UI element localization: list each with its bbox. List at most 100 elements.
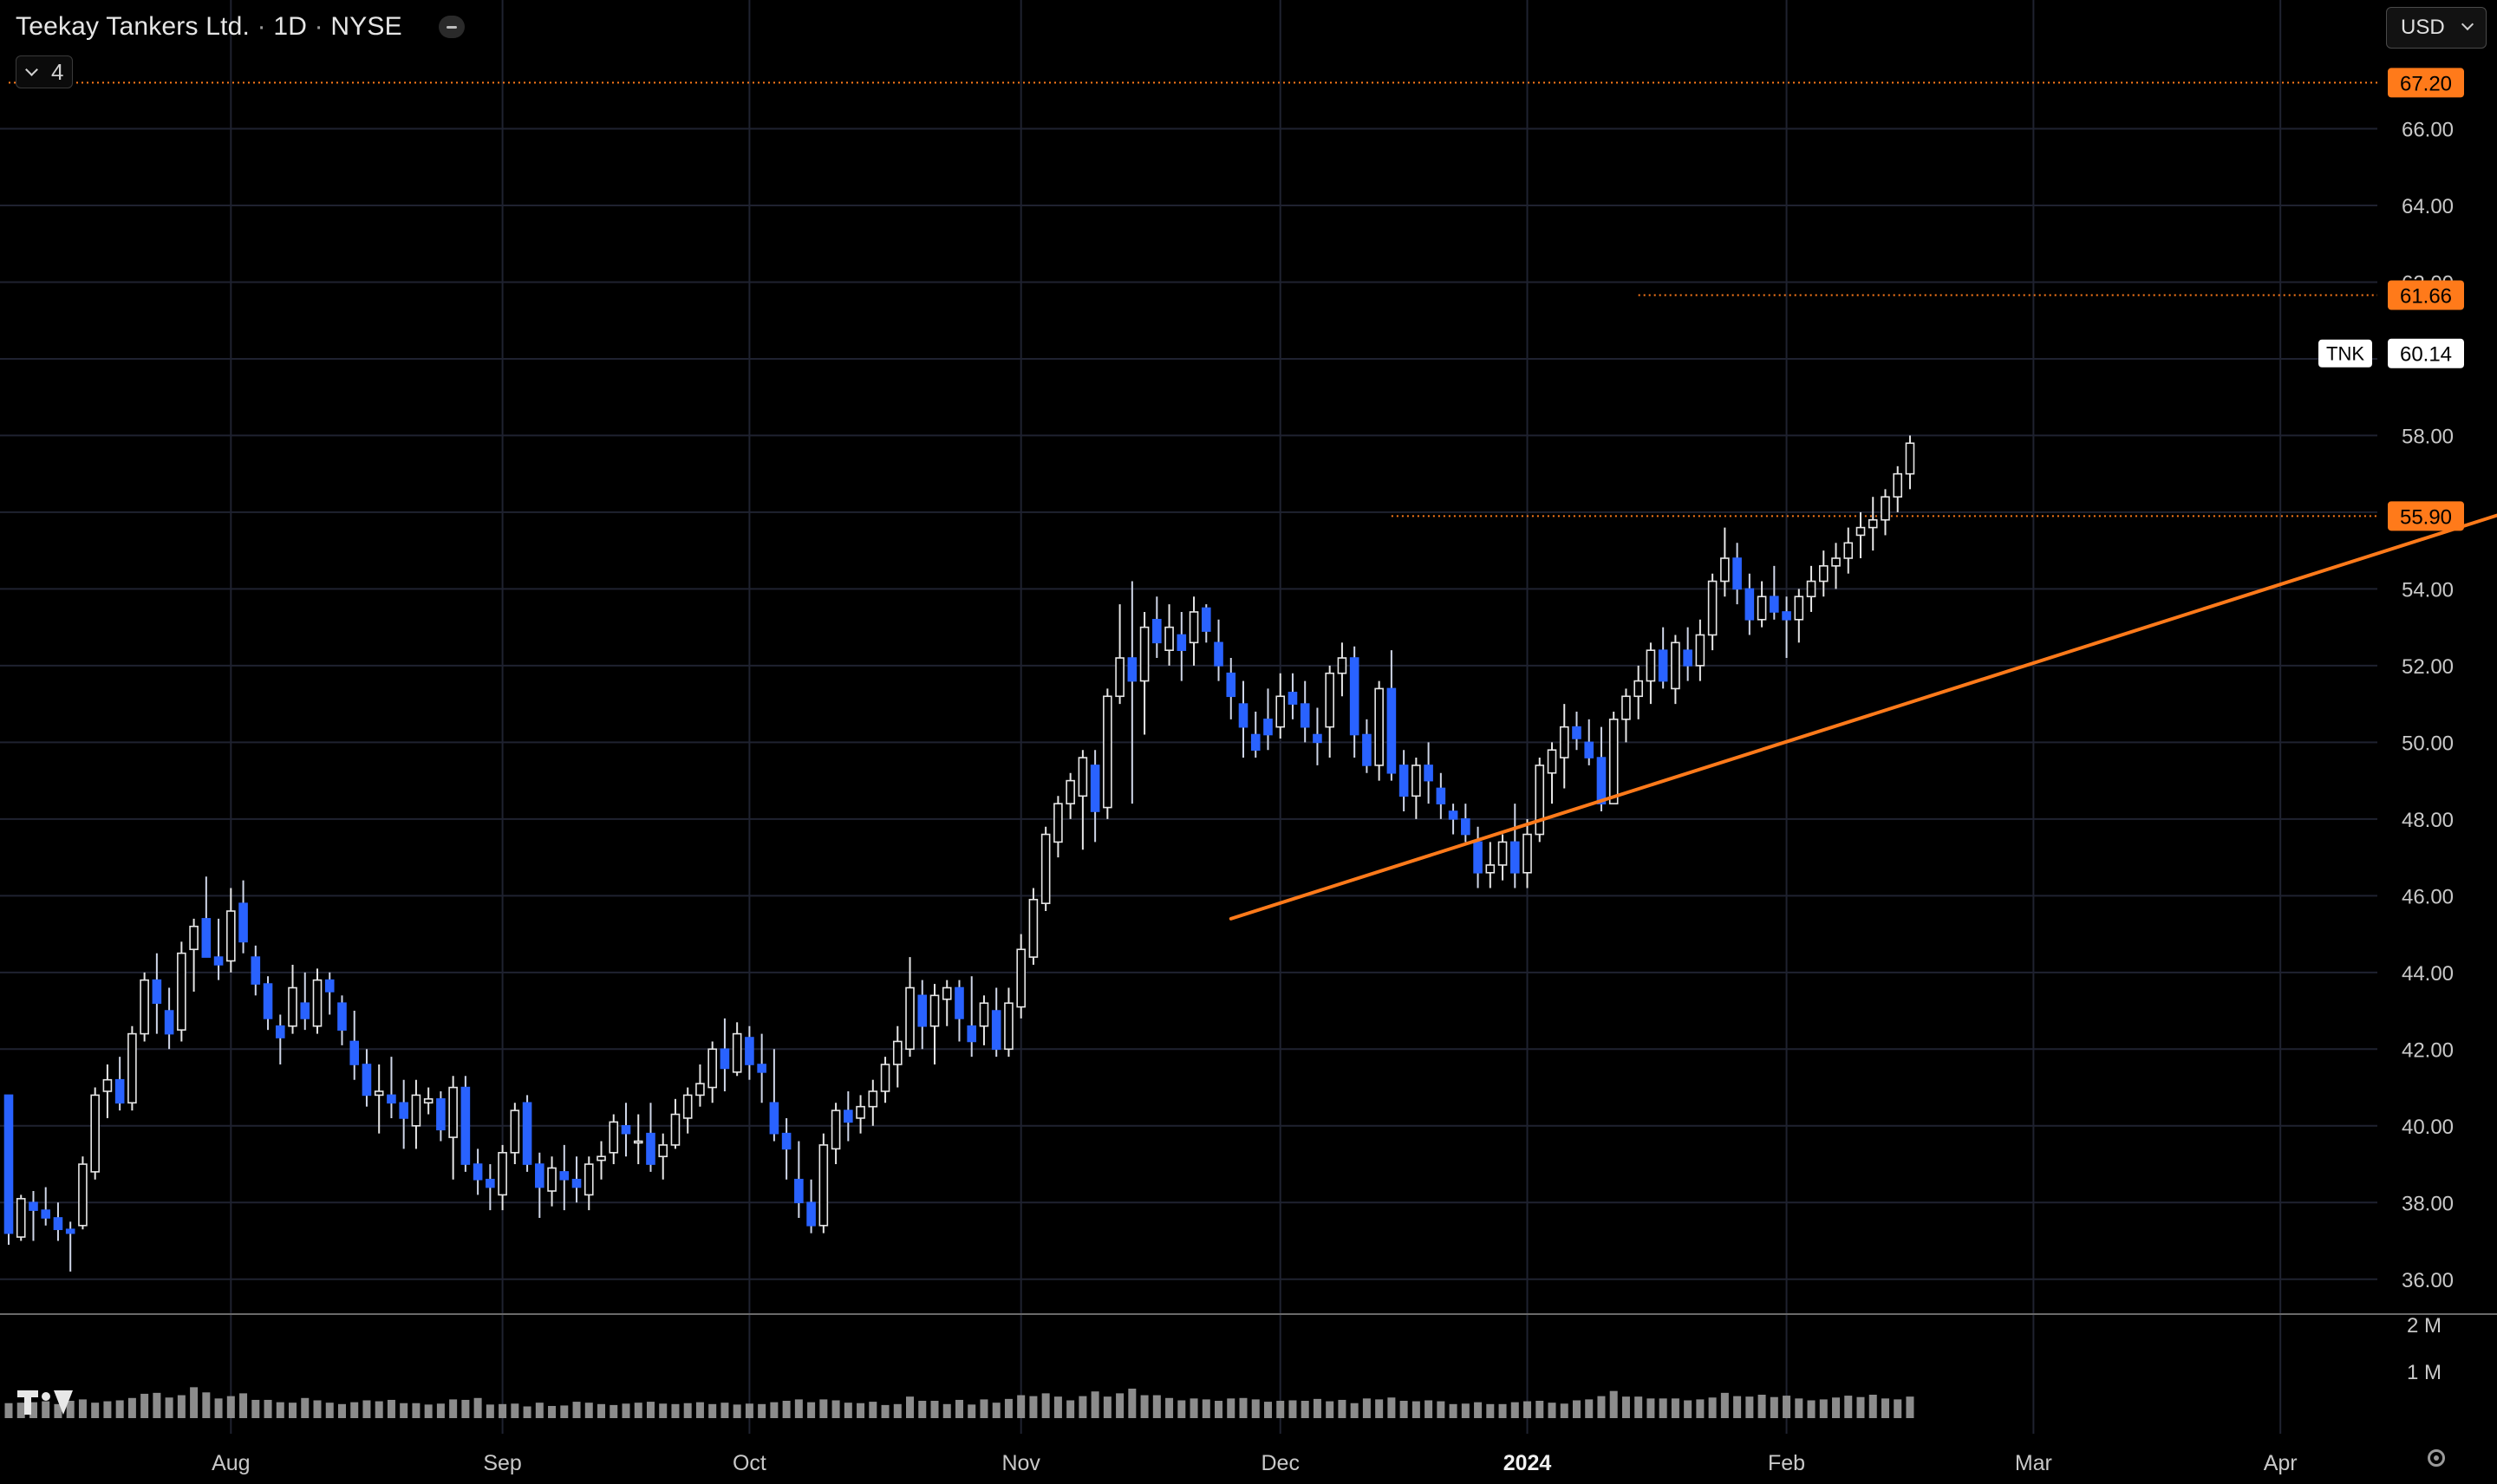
volume-bar [1350,1403,1359,1418]
candle-body [498,1151,507,1196]
hide-title-button[interactable] [439,16,465,38]
volume-bar [1326,1401,1334,1418]
minus-icon [447,26,457,29]
candle-body [1905,442,1915,475]
candle-body [1275,695,1286,728]
volume-bar [362,1400,371,1418]
candle-body [387,1094,396,1104]
candle-body [535,1163,544,1188]
volume-bar [1856,1396,1865,1418]
volume-bar [1140,1395,1149,1418]
volume-bar [4,1403,13,1418]
candle-body [436,1098,446,1131]
trendline-group[interactable] [1229,459,2497,921]
candle-body [1164,626,1174,651]
candle-body [1448,810,1458,820]
indicators-toggle-button[interactable]: 4 [16,55,73,88]
candle-body [1522,833,1532,874]
volume-bar [770,1402,779,1418]
candle-body [362,1064,372,1097]
volume-bar [1227,1398,1235,1418]
interval-label: 1D [273,12,308,41]
candle-body [1881,496,1890,521]
trendline [1229,513,2497,921]
price-tick-label: 54.00 [2402,578,2454,602]
candle-body [1818,565,1829,583]
chevron-down-icon [2461,17,2474,31]
candle-body [1078,757,1088,797]
price-tick-label: 48.00 [2402,809,2454,832]
volume-bar [584,1403,593,1418]
volume-bar [1646,1398,1655,1418]
title-separator: · [307,12,331,41]
volume-bar [140,1393,149,1418]
candle-body [1349,657,1359,736]
symbol-tag-box [2318,339,2372,368]
candle-body [189,925,199,951]
candle-body [1004,1002,1014,1051]
volume-bar [214,1398,223,1418]
candle-body [1559,726,1569,758]
candle-body [868,1090,878,1108]
candle-body [16,1198,26,1238]
candle-body [1633,680,1643,698]
candle-body [522,1102,532,1165]
volume-bar [1215,1401,1223,1418]
volume-bar [1128,1388,1137,1418]
exchange-label: NYSE [330,12,402,41]
symbol-tag: TNK [2326,343,2364,365]
candle-body [1461,818,1470,836]
candle-body [1596,757,1607,804]
volume-bar [548,1405,557,1418]
volume-bar [165,1397,173,1418]
candle-body [102,1078,113,1092]
candle-body [806,1201,816,1227]
volume-bar [733,1404,741,1418]
candle-body [1214,641,1223,667]
time-tick-label: Apr [2264,1451,2298,1475]
chart-grid [0,0,2497,1434]
volume-bar [1449,1403,1457,1418]
volume-bar [1560,1403,1568,1418]
candle-body [29,1201,38,1211]
chart-title[interactable]: Teekay Tankers Ltd. · 1D · NYSE [16,12,402,42]
price-axis[interactable]: 36.00 38.00 40.00 42.00 44.00 46.00 48.00 50.00… [2318,68,2464,1292]
volume-bar [177,1395,186,1418]
volume-bar [1177,1400,1186,1418]
volume-bar [1004,1398,1013,1418]
volume-tick-label: 2 M [2407,1314,2442,1338]
tradingview-logo-icon[interactable] [17,1387,73,1416]
time-tick-label: Oct [733,1451,766,1475]
settings-icon[interactable] [2428,1449,2445,1467]
candle-body [374,1090,384,1097]
candle-body [152,979,162,1005]
volume-bar [1572,1400,1581,1418]
volume-bar [893,1403,902,1418]
volume-bar [918,1401,927,1418]
volume-bar [486,1404,494,1418]
volume-bar [412,1403,421,1418]
volume-bar [1795,1398,1803,1418]
volume-tick-label: 1 M [2407,1361,2442,1384]
currency-select[interactable]: USD [2386,7,2487,49]
candle-body [65,1228,75,1234]
volume-bar [1894,1399,1902,1418]
candle-body [844,1110,853,1123]
candle-body [991,1010,1001,1051]
volume-bar [1868,1395,1877,1418]
volume-bar [1696,1399,1705,1418]
price-tick-label: 66.00 [2402,118,2454,141]
volume-bar [1757,1395,1766,1418]
candle-body [448,1086,458,1138]
candle-body [1893,472,1903,498]
time-tick-label: Dec [1261,1451,1299,1475]
level-label: 67.20 [2400,72,2452,95]
candle-body [510,1110,520,1154]
volume-bar [1362,1398,1371,1418]
volume-bar [1548,1403,1556,1418]
price-tick-label: 36.00 [2402,1269,2454,1292]
candle-body [769,1102,779,1135]
time-axis[interactable]: AugSepOctNovDec2024FebMarAprMay [212,1451,2497,1475]
candle-body [1398,765,1409,797]
